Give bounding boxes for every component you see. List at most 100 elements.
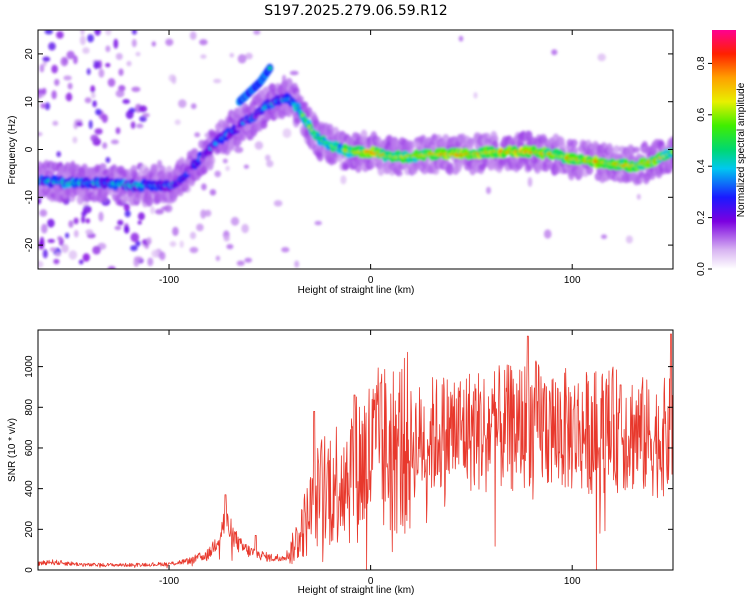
spectrogram-noise-blob [196,223,204,232]
spectrogram-noise-blob [543,229,552,239]
spectrogram-noise-blob [101,114,108,123]
spectrogram-heatmap [38,30,673,269]
spectrogram-noise-blob [150,206,155,215]
spectrogram-noise-blob [51,64,58,74]
spectrogram-noise-blob [174,119,181,125]
colorbar-tick-label: 0.2 [696,210,707,224]
snr-series-line [38,333,673,570]
y-tick-label: 20 [24,48,35,60]
spectrogram-noise-blob [169,241,177,247]
spectrogram-noise-blob [110,139,119,145]
x-tick-label: 0 [368,275,374,286]
spectrogram-noise-blob [38,132,43,137]
spectrogram-noise-blob [204,209,212,217]
spectrogram-noise-blob [105,63,111,68]
spectrogram-ridge-halo [395,170,403,177]
spectrogram-noise-blob [214,170,221,178]
spectrogram-ridge-halo [446,164,454,176]
spectrogram-noise-blob [222,158,228,164]
snr-x-axis-title: Height of straight line (km) [298,585,415,596]
spectrogram-x-axis-title: Height of straight line (km) [298,285,415,296]
spectrogram-noise-blob [194,132,201,138]
colorbar-ticks: 0.0 0.2 0.4 0.6 0.8 [696,56,712,276]
spectrogram-ridge-halo [208,155,216,165]
spectrogram-noise-blob [63,58,68,64]
spectrogram-ridge-halo [442,134,450,143]
spectrogram-noise-blob [527,177,533,187]
spectrogram-noise-blob [266,160,274,168]
spectrogram-noise-blob [281,247,290,253]
spectrogram-x-ticks: -100 0 100 [159,30,581,286]
spectrogram-noise-blob [42,60,47,67]
x-tick-label: -100 [159,275,179,286]
spectrogram-noise-blob [115,53,123,60]
spectrogram-noise-blob [230,216,240,226]
snr-y-ticks: 0 200 400 600 800 1000 [24,355,673,573]
spectrogram-ridge-halo [576,169,584,179]
spectrogram-noise-blob [92,100,97,108]
chart-title: S197.2025.279.06.59.R12 [264,3,447,19]
snr-x-ticks: -100 0 100 [159,330,581,587]
spectrogram-ridge-halo [316,150,324,162]
spectrogram-noise-blob [117,219,124,226]
spectrogram-ridge-halo [114,195,122,206]
x-tick-label: 100 [564,275,581,286]
spectrogram-ridge-halo [669,158,673,169]
spectrogram-noise-blob [551,49,558,56]
spectrogram-noise-blob [39,64,45,73]
spectrogram-noise-blob [282,128,292,139]
spectrogram-noise-blob [190,103,197,110]
y-tick-label: -20 [24,237,35,252]
spectrogram-noise-blob [147,257,154,267]
spectrogram-noise-blob [56,151,61,158]
spectrogram-noise-blob [458,35,464,42]
spectrogram-noise-blob [94,30,101,36]
spectrogram-noise-blob [82,253,91,262]
spectrogram-noise-blob [78,259,84,265]
spectrogram-noise-blob [87,34,94,43]
spectrogram-noise-blob [124,210,131,218]
spectrogram-noise-blob [165,38,174,46]
spectrogram-noise-blob [124,225,130,234]
spectrogram-noise-blob [53,258,60,265]
spectrogram-noise-blob [142,113,150,118]
spectrogram-noise-blob [253,30,261,35]
spectrogram-noise-blob [273,200,283,207]
spectrogram-noise-blob [234,146,244,153]
spectrogram-noise-blob [243,164,249,169]
spectrogram-noise-blob [68,250,78,260]
spectrogram-noise-blob [225,165,230,172]
colorbar-title: Normalized spectral amplitude [736,82,747,217]
spectrogram-noise-blob [65,232,70,239]
spectrogram-noise-blob [213,78,222,84]
x-tick-label: -100 [159,576,179,587]
spectrogram-ridge-halo [182,180,190,191]
spectrogram-noise-blob [66,50,75,60]
spectrogram-noise-blob [41,223,48,234]
spectrogram-noise-blob [123,203,130,212]
spectrogram-noise-blob [139,115,147,122]
spectrogram-noise-blob [98,68,105,78]
spectrogram-noise-blob [48,42,56,51]
spectrogram-noise-blob [44,30,53,35]
spectrogram-ridge-cell [670,149,673,154]
spectrogram-ridge-halo [483,132,491,140]
x-tick-label: 0 [368,576,374,587]
spectrogram-noise-blob [40,103,46,109]
spectrogram-noise-blob [131,39,137,48]
spectrogram-noise-blob [42,56,51,62]
spectrogram-noise-blob [42,249,48,259]
spectrogram-noise-blob [88,120,93,129]
spectrogram-ridge-halo [632,146,640,153]
spectrogram-noise-blob [294,260,300,268]
spectrogram-noise-blob [189,231,197,240]
spectrogram-noise-blob [80,30,85,36]
spectrogram-noise-blob [597,53,606,62]
y-tick-label: 10 [24,96,35,108]
spectrogram-noise-blob [79,35,86,46]
spectrogram-noise-blob [49,247,57,252]
spectrogram-noise-blob [47,239,55,243]
spectrogram-noise-blob [82,47,90,54]
spectrogram-noise-blob [86,68,91,75]
spectrogram-noise-blob [105,30,112,36]
